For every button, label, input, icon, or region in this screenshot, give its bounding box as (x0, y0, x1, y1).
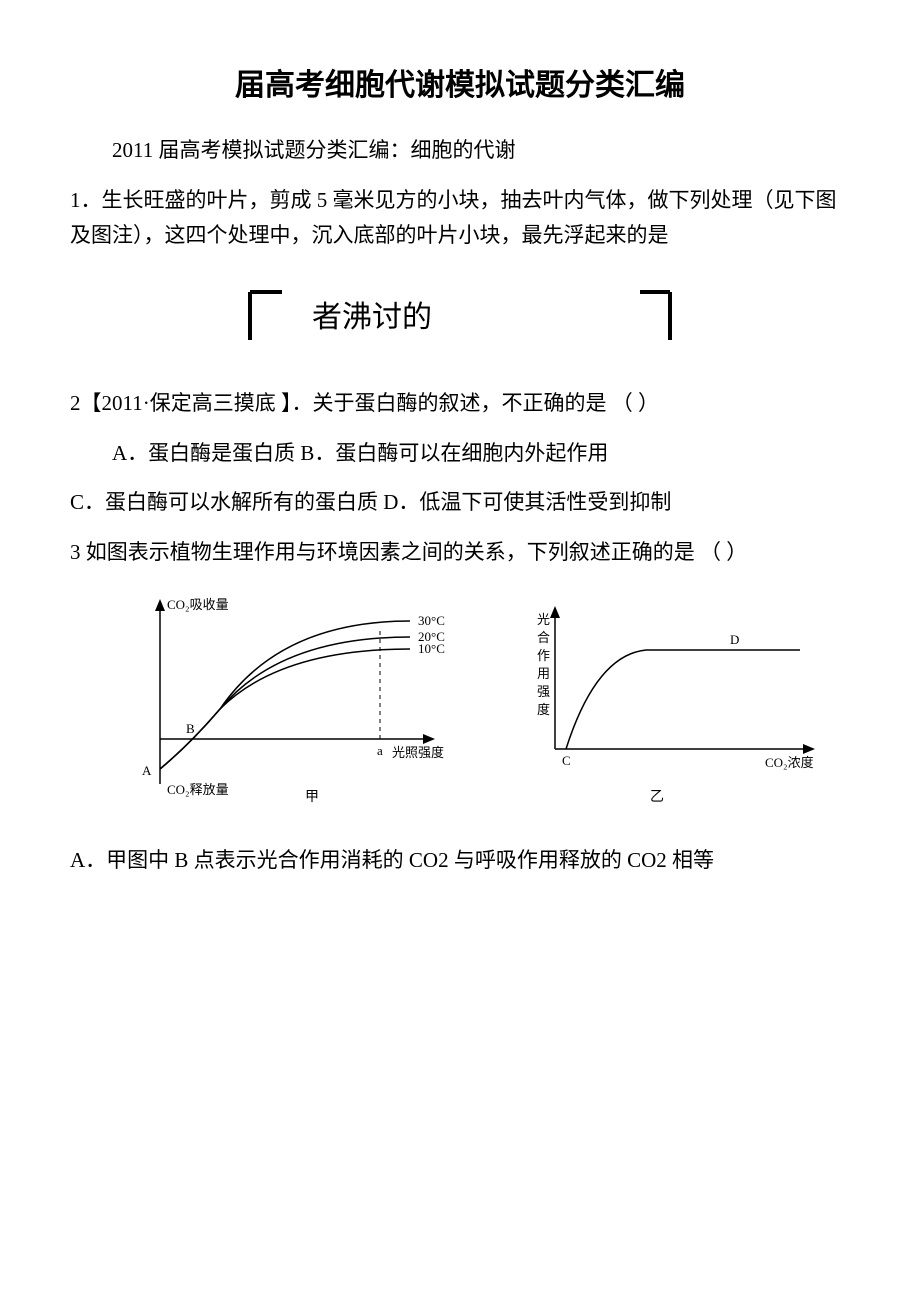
y-arrow (155, 599, 165, 611)
x-label: 光照强度 (392, 745, 444, 760)
chart-right: 光合作用强度 CO₂浓度 C D 乙 (537, 606, 815, 805)
y-label-r-4: 强 (537, 684, 550, 699)
curve-right (566, 650, 800, 749)
page-title: 届高考细胞代谢模拟试题分类汇编 (70, 60, 850, 111)
caption-left: 甲 (305, 790, 319, 805)
curve-10°C (160, 649, 410, 769)
curve-label-0: 30°C (418, 613, 445, 628)
y-label-r-5: 度 (537, 702, 550, 717)
curve-label-2: 10°C (418, 641, 445, 656)
y-arrow-r (550, 606, 560, 618)
point-D: D (730, 632, 739, 647)
fig1-text: 者沸讨的 (312, 301, 432, 334)
caption-right: 乙 (650, 789, 664, 805)
y-label-bot: CO₂释放量 (167, 782, 229, 797)
question-2: 2【2011·保定高三摸底 】．关于蛋白酶的叙述，不正确的是 （ ） (70, 386, 850, 422)
bracket-right (640, 292, 670, 340)
y-label-top: CO₂吸收量 (167, 597, 229, 612)
question-3: 3 如图表示植物生理作用与环境因素之间的关系，下列叙述正确的是 （ ） (70, 535, 850, 571)
y-label-r-1: 合 (537, 630, 550, 645)
x-label-r: CO₂浓度 (765, 755, 814, 770)
point-C: C (562, 753, 571, 768)
figure-2: CO₂吸收量CO₂释放量光照强度ABa30°C20°C10°C甲光合作用强度CO… (70, 589, 850, 819)
x-arrow-r (803, 744, 815, 754)
charts-svg: CO₂吸收量CO₂释放量光照强度ABa30°C20°C10°C甲光合作用强度CO… (90, 589, 830, 819)
curve-30°C (160, 621, 410, 769)
figure-1-svg: 者沸讨的 (220, 272, 700, 362)
bracket-left (250, 292, 282, 340)
y-label-r-2: 作 (537, 648, 550, 663)
y-label-r-0: 光 (537, 612, 550, 627)
x-arrow (423, 734, 435, 744)
figure-1: 者沸讨的 (70, 272, 850, 362)
curve-20°C (160, 637, 410, 769)
y-label-r-3: 用 (537, 666, 550, 681)
point-a: a (377, 743, 383, 758)
question-3-option-a: A．甲图中 B 点表示光合作用消耗的 CO2 与呼吸作用释放的 CO2 相等 (70, 843, 850, 879)
question-2-options-1: A．蛋白酶是蛋白质 B．蛋白酶可以在细胞内外起作用 (70, 436, 850, 472)
point-A: A (142, 763, 152, 778)
subtitle: 2011 届高考模拟试题分类汇编：细胞的代谢 (70, 133, 850, 169)
chart-left: CO₂吸收量CO₂释放量光照强度ABa30°C20°C10°C甲 (142, 597, 445, 805)
point-B: B (186, 721, 195, 736)
question-2-options-2: C．蛋白酶可以水解所有的蛋白质 D．低温下可使其活性受到抑制 (70, 485, 850, 521)
question-1: 1．生长旺盛的叶片，剪成 5 毫米见方的小块，抽去叶内气体，做下列处理（见下图及… (70, 183, 850, 254)
